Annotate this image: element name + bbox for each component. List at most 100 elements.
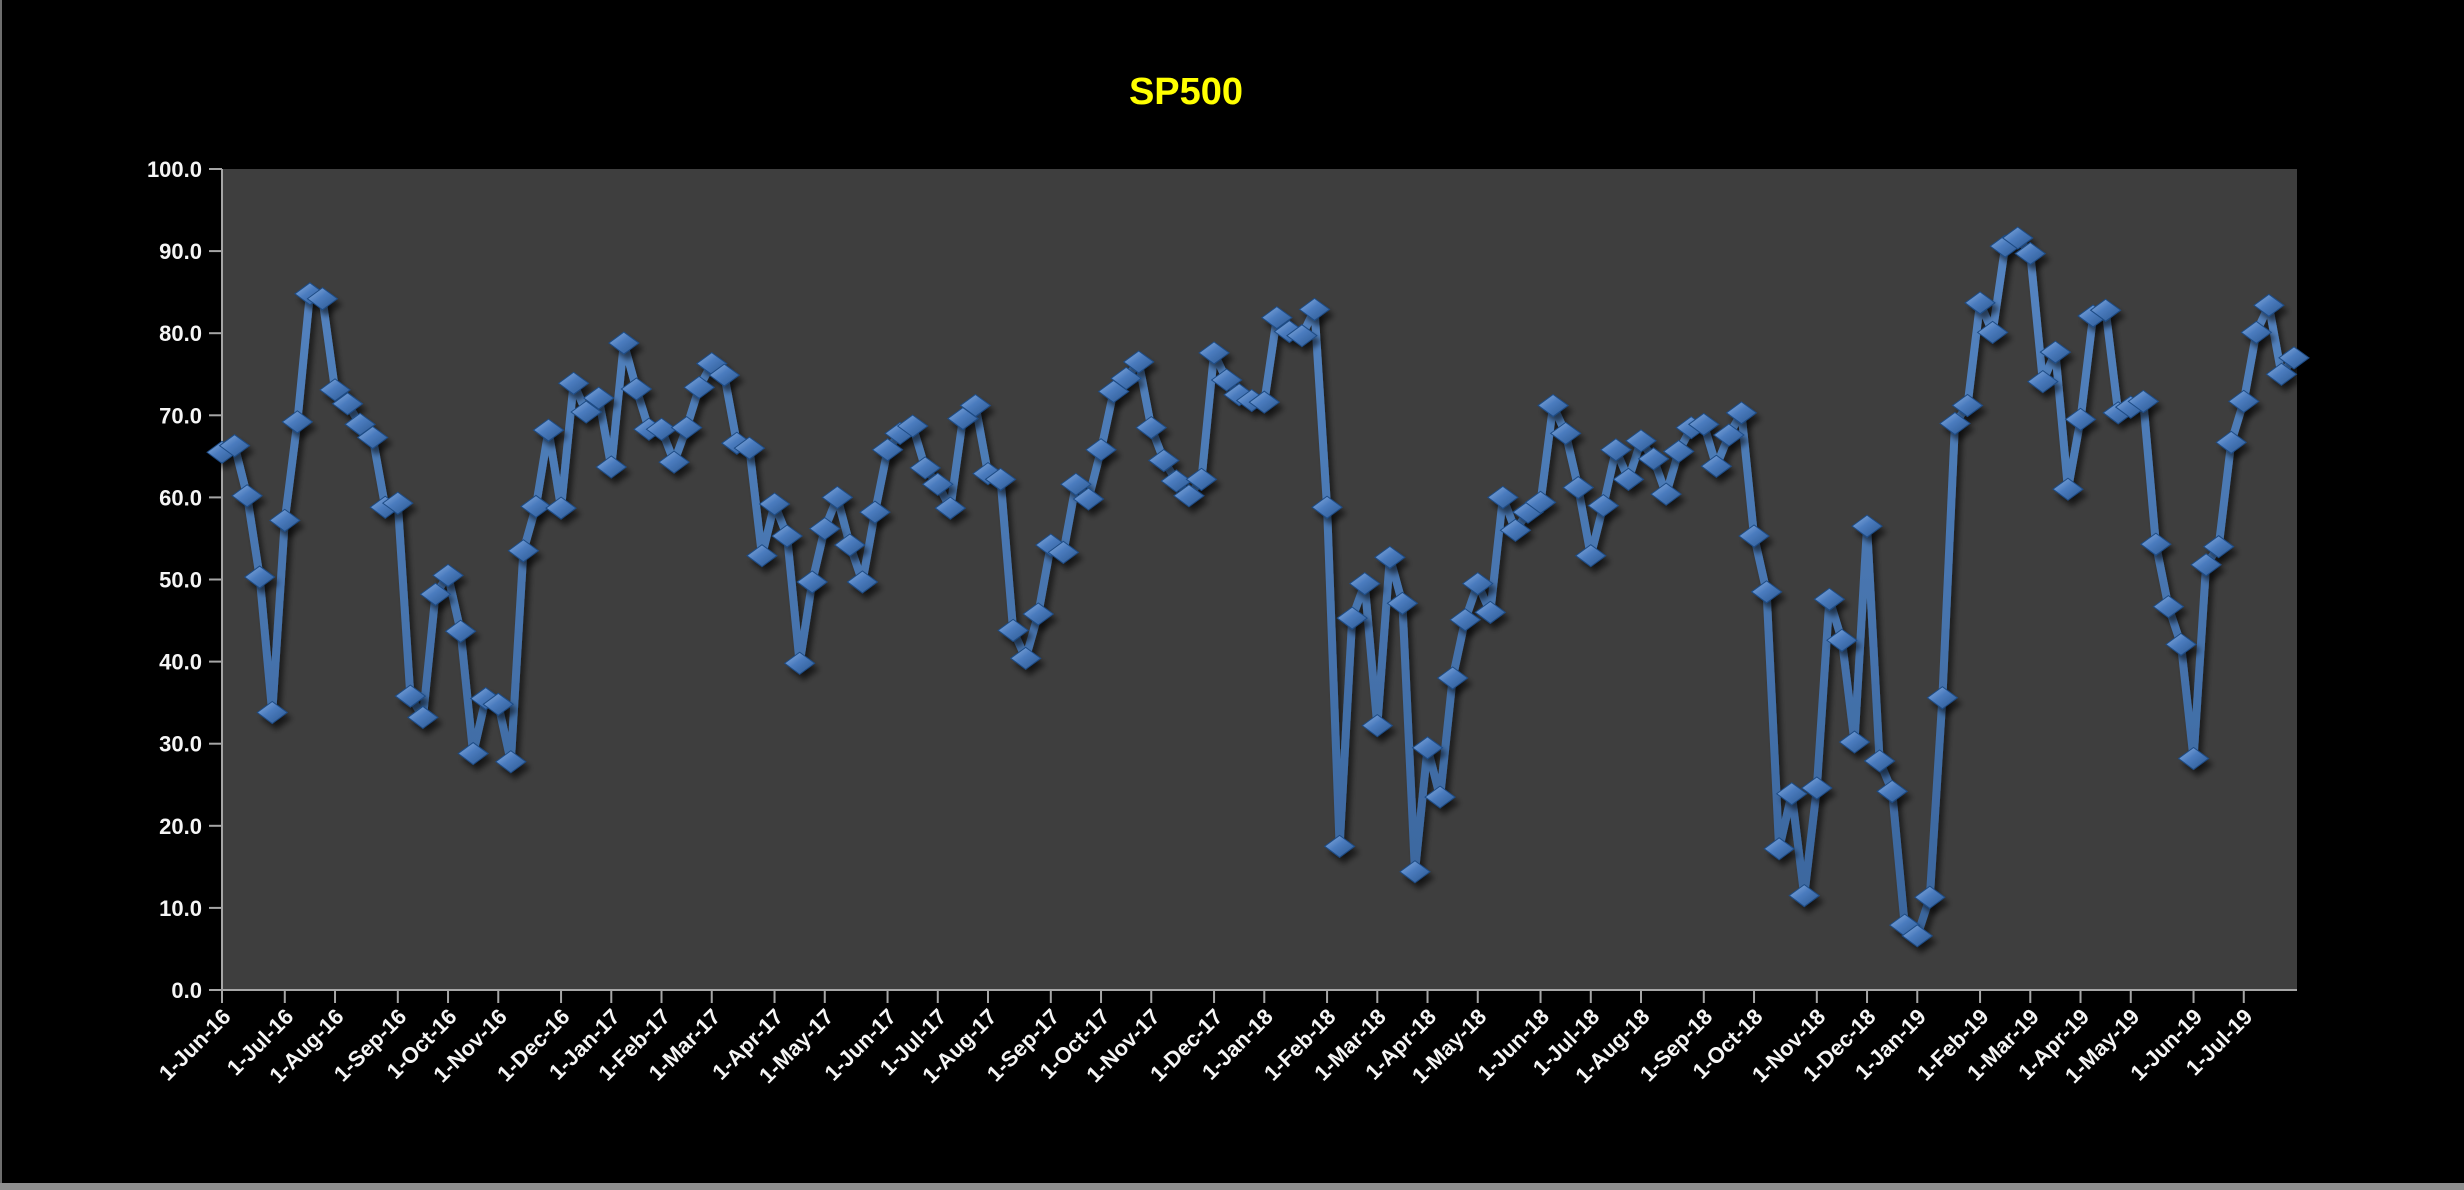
- data-point-marker: [1763, 837, 1795, 861]
- data-point-marker: [1436, 666, 1469, 690]
- data-point-marker: [984, 467, 1017, 491]
- data-point-marker: [1637, 447, 1670, 471]
- data-point-marker: [2064, 407, 2097, 432]
- chart-title: SP500: [1129, 71, 1243, 113]
- data-point-marker: [1587, 493, 1620, 518]
- data-point-marker: [1461, 571, 1494, 596]
- y-tick-label: 0.0: [171, 978, 202, 1003]
- data-point-marker: [2014, 241, 2047, 266]
- data-point-marker: [1926, 686, 1959, 710]
- data-point-marker: [2001, 226, 2034, 250]
- data-point-marker: [1487, 485, 1519, 510]
- data-point-marker: [256, 700, 289, 725]
- data-point-marker: [1348, 571, 1381, 596]
- window-left-edge: [0, 0, 2, 1190]
- data-point-marker: [1210, 368, 1243, 392]
- data-point-marker: [771, 524, 803, 548]
- data-point-marker: [670, 415, 703, 440]
- data-point-marker: [1185, 467, 1218, 491]
- data-point-marker: [859, 500, 891, 524]
- data-point-marker: [2177, 746, 2210, 771]
- data-point-marker: [896, 414, 929, 438]
- data-point-marker: [1788, 883, 1821, 908]
- data-point-marker: [1625, 429, 1657, 453]
- y-tick-label: 20.0: [159, 814, 202, 839]
- data-point-marker: [494, 750, 527, 774]
- data-point-marker: [281, 410, 314, 434]
- data-point-marker: [607, 331, 640, 355]
- data-point-marker: [2190, 553, 2222, 577]
- data-point-marker: [1775, 782, 1808, 806]
- data-point-marker: [1826, 628, 1858, 652]
- data-point-marker: [1147, 448, 1180, 473]
- data-point-marker: [909, 456, 942, 480]
- data-point-marker: [1725, 401, 1758, 425]
- data-point-marker: [1964, 291, 1996, 315]
- data-point-marker: [1072, 487, 1105, 511]
- data-point-marker: [218, 434, 251, 458]
- data-point-marker: [1888, 913, 1921, 937]
- data-point-marker: [683, 375, 716, 400]
- y-tick-label: 10.0: [159, 896, 202, 921]
- data-point-marker: [1713, 423, 1745, 447]
- data-point-marker: [2165, 632, 2197, 656]
- data-point-marker: [457, 741, 489, 766]
- y-tick-label: 70.0: [159, 403, 202, 428]
- data-point-marker: [997, 618, 1029, 643]
- data-point-marker: [1085, 438, 1117, 462]
- data-point-marker: [2215, 430, 2248, 455]
- data-point-marker: [1939, 411, 1971, 436]
- data-point-marker: [1374, 545, 1406, 569]
- data-point-marker: [1336, 606, 1369, 630]
- data-point-marker: [1700, 454, 1733, 478]
- data-point-marker: [1838, 730, 1871, 754]
- data-point-marker: [595, 455, 628, 479]
- data-point-marker: [1060, 472, 1092, 496]
- data-point-marker: [783, 651, 816, 675]
- data-point-marker: [1260, 305, 1293, 330]
- data-point-marker: [570, 400, 603, 424]
- data-point-marker: [2027, 370, 2059, 394]
- data-point-marker: [507, 539, 540, 563]
- data-point-marker: [1122, 350, 1155, 374]
- data-point-marker: [1750, 580, 1783, 604]
- data-point-marker: [1901, 924, 1934, 948]
- data-point-marker: [1323, 834, 1356, 858]
- data-point-marker: [1800, 776, 1833, 800]
- data-point-marker: [2202, 535, 2235, 559]
- data-point-marker: [356, 425, 389, 450]
- data-point-marker: [1562, 475, 1595, 500]
- y-tick-label: 90.0: [159, 239, 202, 264]
- data-point-markers: [206, 226, 2310, 948]
- data-point-marker: [658, 450, 690, 474]
- data-point-marker: [808, 516, 841, 541]
- data-point-marker: [708, 363, 741, 387]
- data-point-marker: [1951, 393, 1984, 418]
- data-point-marker: [921, 472, 954, 496]
- data-point-marker: [1851, 514, 1883, 538]
- data-point-marker: [1537, 393, 1569, 418]
- data-point-marker: [1022, 602, 1055, 626]
- data-point-marker: [319, 378, 351, 402]
- data-point-marker: [1173, 484, 1205, 508]
- data-point-marker: [2253, 293, 2285, 317]
- data-point-marker: [557, 371, 590, 395]
- data-point-marker: [871, 438, 904, 462]
- data-point-marker: [1361, 714, 1394, 738]
- data-point-marker: [758, 492, 791, 516]
- data-point-marker: [1110, 366, 1142, 390]
- data-point-marker: [1600, 438, 1632, 462]
- data-point-marker: [381, 491, 414, 515]
- data-point-marker: [306, 287, 339, 311]
- data-point-marker: [419, 582, 452, 606]
- y-tick-label: 80.0: [159, 321, 202, 346]
- data-point-marker: [268, 508, 301, 533]
- data-point-marker: [2140, 532, 2172, 556]
- data-point-marker: [1386, 591, 1419, 615]
- data-point-marker: [1248, 390, 1281, 414]
- data-point-marker: [482, 692, 515, 716]
- data-point-marker: [407, 705, 439, 730]
- data-point-marker: [1009, 646, 1042, 670]
- data-point-marker: [432, 563, 464, 588]
